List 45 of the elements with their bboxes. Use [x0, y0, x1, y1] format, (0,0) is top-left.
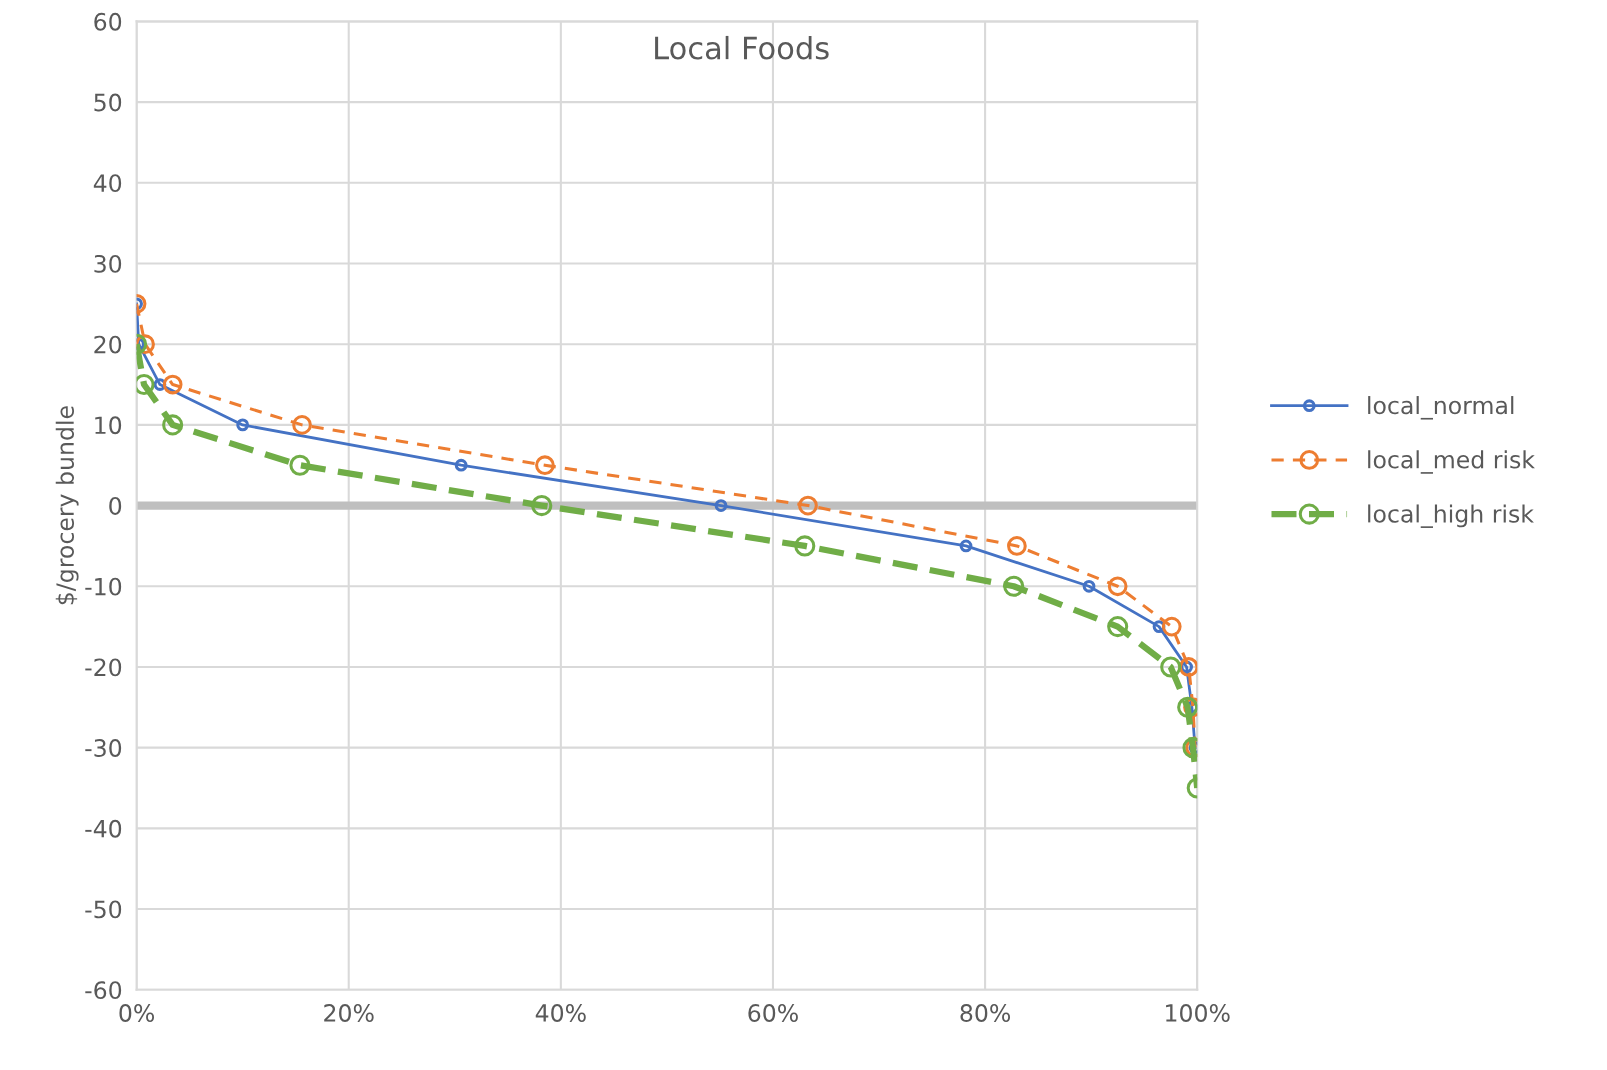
y-tick-label: -10 — [85, 577, 122, 596]
x-tick-label: 100% — [1166, 1004, 1230, 1022]
point — [1003, 575, 1025, 597]
point — [454, 458, 468, 472]
x-tick-label: 20% — [324, 1004, 374, 1022]
point — [959, 539, 973, 553]
point — [1160, 656, 1182, 678]
y-tick-label: -50 — [85, 900, 122, 919]
point — [535, 455, 555, 476]
x-tick-label: 60% — [748, 1004, 798, 1022]
legend-label: local_high risk — [1368, 504, 1534, 528]
point — [1161, 616, 1182, 637]
y-tick-label: 60 — [94, 12, 122, 31]
x-tick-label: 80% — [960, 1004, 1011, 1022]
point — [1177, 696, 1198, 718]
y-tick-label: 50 — [94, 93, 122, 112]
y-tick-label: -60 — [85, 981, 122, 1000]
point — [1082, 579, 1096, 593]
point — [289, 454, 311, 476]
y-tick-label: -40 — [85, 819, 122, 838]
point — [714, 499, 728, 512]
y-tick-label: -20 — [85, 658, 122, 677]
point — [531, 495, 553, 517]
y-tick-label: 10 — [95, 416, 122, 435]
legend-label: local_med risk — [1368, 450, 1535, 474]
point — [236, 418, 250, 432]
legend-label: local_normal — [1368, 396, 1514, 420]
point — [1007, 536, 1027, 556]
x-tick-label: 0% — [119, 1004, 155, 1022]
point — [292, 415, 312, 435]
y-tick-label: 20 — [94, 335, 122, 354]
point — [798, 495, 818, 516]
point — [162, 374, 183, 395]
y-tick-label: -30 — [85, 739, 122, 757]
point — [1107, 616, 1129, 638]
y-tick-label: 0 — [109, 497, 122, 515]
y-tick-label: 40 — [93, 174, 122, 193]
x-tick-label: 40% — [535, 1004, 586, 1022]
point — [1178, 657, 1198, 677]
point — [162, 414, 184, 436]
chart-title: Local Foods — [655, 35, 829, 60]
point — [1107, 576, 1128, 597]
y-tick-label: 30 — [94, 254, 122, 273]
point — [794, 535, 816, 557]
y-axis-title: $/grocery bundle — [55, 406, 79, 605]
